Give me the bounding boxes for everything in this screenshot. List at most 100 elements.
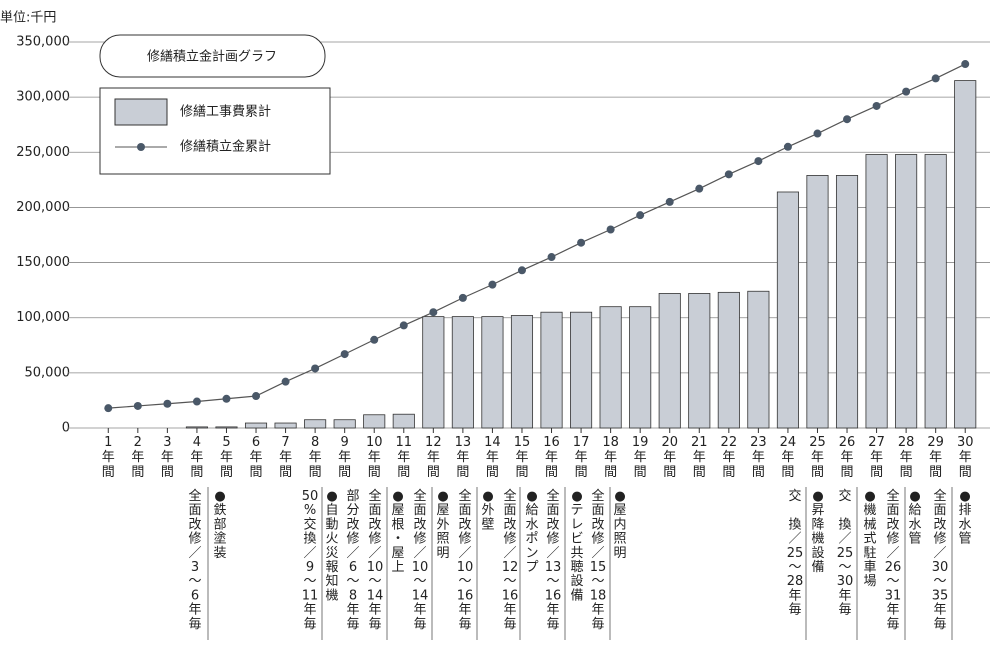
- annotation: 全面改修／ 10 〜 14 年毎: [412, 488, 429, 632]
- annotation: ●屋外照明: [436, 489, 449, 561]
- x-tick-label: 4 年間: [190, 435, 203, 480]
- x-tick-label: 19 年間: [632, 435, 649, 480]
- bar: [688, 293, 711, 429]
- line-marker: [606, 225, 615, 234]
- x-tick-label: 16 年間: [543, 435, 560, 480]
- x-tick-label: 13 年間: [455, 435, 472, 480]
- bar: [629, 306, 652, 429]
- annotation: ●屋根・屋上: [391, 489, 404, 575]
- line-marker: [163, 399, 172, 408]
- annotation: ●機械式駐車場: [863, 489, 876, 589]
- annotation: ●排水管: [958, 489, 971, 547]
- annotation: 全面改修／ 12 〜 16 年毎: [502, 488, 519, 632]
- chart-title: 修繕積立金計画グラフ: [147, 49, 277, 65]
- annotation: 交 換／ 25 〜 28 年毎: [787, 488, 804, 618]
- x-tick-label: 10 年間: [366, 435, 383, 480]
- x-tick-label: 24 年間: [780, 435, 797, 480]
- line-marker: [488, 280, 497, 289]
- x-tick-label: 14 年間: [484, 435, 501, 480]
- x-tick-label: 6 年間: [250, 435, 263, 480]
- line-marker: [104, 404, 113, 413]
- y-tick-label: 100,000: [16, 310, 70, 325]
- x-tick-label: 26 年間: [839, 435, 856, 480]
- x-tick-label: 15 年間: [514, 435, 531, 480]
- bar: [333, 419, 356, 429]
- y-tick-label: 150,000: [16, 255, 70, 270]
- bar: [540, 311, 563, 429]
- bar: [304, 419, 327, 429]
- line-marker: [517, 266, 526, 275]
- line-marker: [370, 335, 379, 344]
- line-marker: [813, 129, 822, 138]
- x-tick-label: 12 年間: [425, 435, 442, 480]
- bar: [451, 316, 474, 429]
- bar: [481, 316, 504, 429]
- x-tick-label: 22 年間: [721, 435, 738, 480]
- line-marker: [872, 101, 881, 110]
- line-marker: [281, 377, 290, 386]
- annotation: 全面改修／ 30 〜 35 年毎: [932, 488, 949, 632]
- y-tick-label: 0: [62, 421, 70, 436]
- annotation: ●外壁: [481, 489, 494, 532]
- line-marker: [724, 170, 733, 179]
- x-tick-label: 23 年間: [750, 435, 767, 480]
- y-tick-label: 250,000: [16, 145, 70, 160]
- bar: [570, 311, 593, 429]
- bar: [392, 413, 415, 429]
- bar: [599, 306, 622, 429]
- x-tick-label: 18 年間: [602, 435, 619, 480]
- x-tick-label: 3 年間: [161, 435, 174, 480]
- annotation: ●自動火災報知機: [325, 489, 338, 603]
- y-tick-label: 350,000: [16, 35, 70, 50]
- x-tick-label: 9 年間: [338, 435, 351, 480]
- line-marker: [577, 238, 586, 247]
- x-tick-label: 21 年間: [691, 435, 708, 480]
- annotation: 全面改修／ 10 〜 16 年毎: [457, 488, 474, 632]
- y-tick-label: 300,000: [16, 90, 70, 105]
- line: [108, 63, 966, 409]
- bar: [274, 422, 297, 429]
- bar: [954, 80, 977, 429]
- line-marker: [222, 394, 231, 403]
- x-tick-label: 17 年間: [573, 435, 590, 480]
- x-tick-label: 2 年間: [131, 435, 144, 480]
- bar: [747, 290, 770, 429]
- x-tick-label: 8 年間: [309, 435, 322, 480]
- bar: [835, 175, 859, 429]
- unit-label: 単位:千円: [0, 10, 56, 26]
- annotation: ●給水ポンプ: [525, 489, 538, 575]
- line-marker: [754, 157, 763, 166]
- annotation: 交 換／ 25 〜 30 年毎: [837, 488, 854, 618]
- line-marker: [665, 197, 674, 206]
- annotation: 50 %交換／ 9 〜 11 年毎: [302, 489, 319, 632]
- line-marker: [429, 308, 438, 317]
- x-tick-label: 30 年間: [957, 435, 974, 480]
- line-marker: [458, 293, 467, 302]
- annotation: ●鉄部塗装: [213, 489, 226, 561]
- annotation: 全面改修／ 3 〜 6 年毎: [188, 488, 201, 632]
- x-tick-label: 20 年間: [661, 435, 678, 480]
- line-marker: [340, 350, 349, 359]
- line-marker: [636, 211, 645, 220]
- line-marker: [547, 253, 556, 262]
- x-tick-label: 7 年間: [279, 435, 292, 480]
- legend-marker: [137, 143, 145, 151]
- bar: [658, 293, 681, 429]
- legend-label: 修繕積立金累計: [180, 139, 271, 155]
- annotation: ●給水管: [908, 489, 921, 547]
- y-tick-label: 200,000: [16, 200, 70, 215]
- annotation: 全面改修／ 13 〜 16 年毎: [545, 488, 562, 632]
- bar: [422, 316, 445, 429]
- line-marker: [843, 115, 852, 124]
- legend-label: 修繕工事費累計: [180, 104, 271, 120]
- annotation: ●昇降機設備: [811, 489, 824, 575]
- annotation: 全面改修／ 26 〜 31 年毎: [885, 488, 902, 632]
- bar: [895, 154, 918, 429]
- line-marker: [192, 397, 201, 406]
- bar: [806, 175, 829, 429]
- line-marker: [311, 364, 320, 373]
- bar: [510, 315, 534, 429]
- bar: [717, 291, 740, 429]
- line-marker: [695, 184, 704, 193]
- line-marker: [783, 142, 792, 151]
